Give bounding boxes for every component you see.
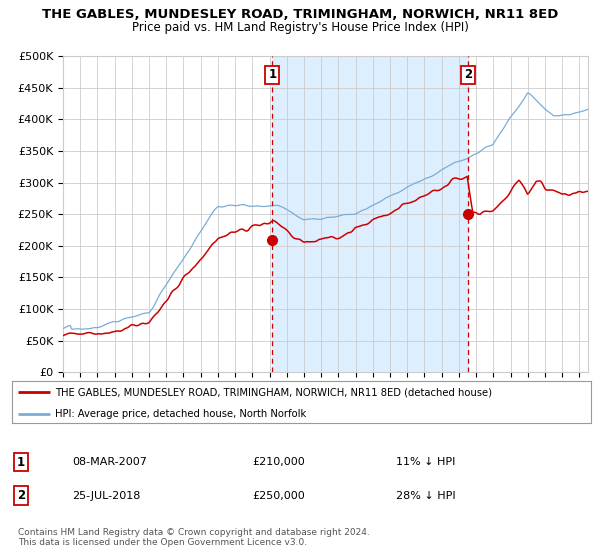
Text: 11% ↓ HPI: 11% ↓ HPI: [396, 457, 455, 467]
Text: 28% ↓ HPI: 28% ↓ HPI: [396, 491, 455, 501]
Text: 25-JUL-2018: 25-JUL-2018: [72, 491, 140, 501]
Text: £210,000: £210,000: [252, 457, 305, 467]
Text: 08-MAR-2007: 08-MAR-2007: [72, 457, 147, 467]
Text: THE GABLES, MUNDESLEY ROAD, TRIMINGHAM, NORWICH, NR11 8ED: THE GABLES, MUNDESLEY ROAD, TRIMINGHAM, …: [42, 8, 558, 21]
Text: 1: 1: [268, 68, 277, 82]
Text: Price paid vs. HM Land Registry's House Price Index (HPI): Price paid vs. HM Land Registry's House …: [131, 21, 469, 34]
Text: THE GABLES, MUNDESLEY ROAD, TRIMINGHAM, NORWICH, NR11 8ED (detached house): THE GABLES, MUNDESLEY ROAD, TRIMINGHAM, …: [55, 387, 493, 397]
Bar: [272, 56, 469, 372]
Text: 1: 1: [17, 455, 25, 469]
Text: HPI: Average price, detached house, North Norfolk: HPI: Average price, detached house, Nort…: [55, 409, 307, 418]
Text: Contains HM Land Registry data © Crown copyright and database right 2024.
This d: Contains HM Land Registry data © Crown c…: [18, 528, 370, 547]
Text: 2: 2: [17, 489, 25, 502]
Text: 2: 2: [464, 68, 472, 82]
Text: £250,000: £250,000: [252, 491, 305, 501]
